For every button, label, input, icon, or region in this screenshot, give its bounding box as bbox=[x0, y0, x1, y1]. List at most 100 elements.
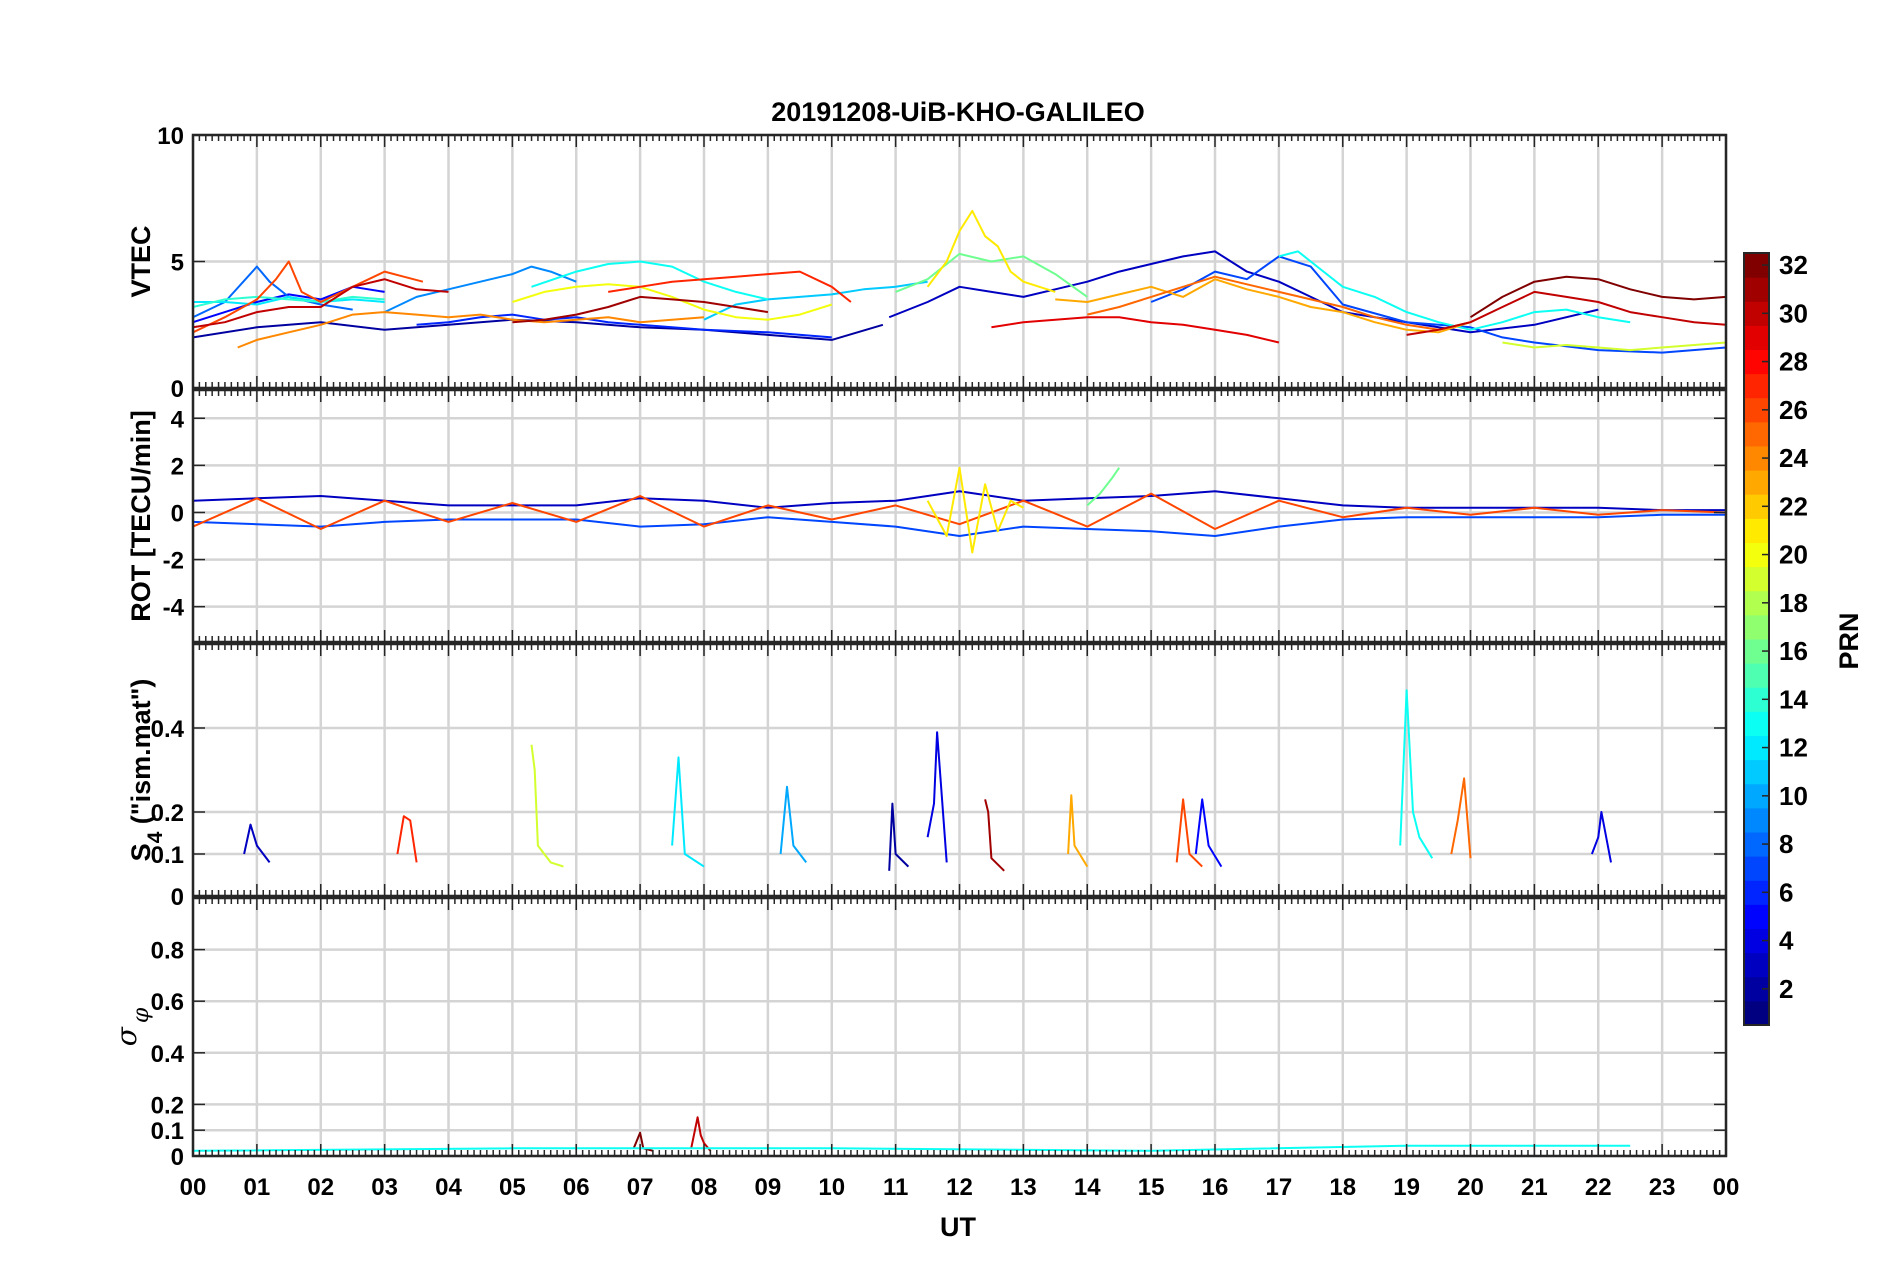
series-prn-9 bbox=[384, 265, 577, 314]
y-axis-label-phi: φ bbox=[129, 1007, 154, 1023]
colorbar-frame bbox=[1743, 252, 1770, 1026]
y-tick-label: 0.2 bbox=[151, 1092, 184, 1119]
x-tick-label: 08 bbox=[691, 1174, 718, 1201]
series-group bbox=[193, 466, 1726, 554]
x-tick-label: 06 bbox=[563, 1174, 590, 1201]
colorbar-swatch bbox=[1744, 614, 1769, 640]
series-prn-11 bbox=[703, 280, 928, 321]
series-prn-27 bbox=[608, 270, 852, 303]
x-tick-label: 19 bbox=[1393, 1174, 1420, 1201]
series-prn-30 bbox=[1406, 290, 1726, 336]
y-tick-label: 0.1 bbox=[151, 1118, 184, 1145]
grid-lines bbox=[191, 390, 1728, 642]
x-tick-label: 18 bbox=[1329, 1174, 1356, 1201]
series-prn-2 bbox=[888, 802, 910, 871]
y-axis-label-sigma: σ bbox=[110, 1026, 143, 1046]
colorbar-tick-label: 24 bbox=[1779, 443, 1808, 473]
y-tick-label: 0.6 bbox=[151, 989, 184, 1016]
series-prn-19 bbox=[1502, 341, 1726, 352]
y-axis-label: ROT [TECU/min] bbox=[126, 410, 156, 621]
series-prn-29 bbox=[991, 316, 1280, 344]
x-tick-labels: 00 01 02 03 04 05 06 07 08 09 10 11 12 13 14 15 16 17 18 19… bbox=[180, 1174, 1740, 1201]
y-tick-label: 0 bbox=[171, 1144, 184, 1171]
x-tick-label: 23 bbox=[1649, 1174, 1676, 1201]
colorbar-swatch bbox=[1744, 277, 1769, 302]
colorbar-tick-label: 32 bbox=[1779, 250, 1808, 280]
series-prn-13 bbox=[531, 260, 769, 301]
minor-ticks bbox=[192, 134, 1727, 389]
y-axis-label-rest: ("ism.mat") bbox=[126, 679, 156, 832]
x-tick-label: 13 bbox=[1010, 1174, 1037, 1201]
colorbar-swatch bbox=[1744, 759, 1769, 785]
x-tick-label: 07 bbox=[627, 1174, 654, 1201]
colorbar-swatch bbox=[1744, 711, 1769, 736]
series-prn-27 bbox=[396, 815, 418, 863]
y-tick-label: 0 bbox=[171, 884, 184, 911]
colorbar-tick-label: 30 bbox=[1779, 298, 1808, 328]
colorbar-tick-label: 10 bbox=[1779, 781, 1808, 811]
colorbar-swatch bbox=[1744, 325, 1769, 350]
y-axis-label-sub: 4 bbox=[144, 831, 167, 843]
colorbar-tick-label: 20 bbox=[1779, 540, 1808, 570]
x-tick-label: 09 bbox=[755, 1174, 782, 1201]
series-prn-30 bbox=[690, 1116, 712, 1152]
minor-ticks bbox=[192, 898, 1727, 1157]
colorbar-swatch bbox=[1744, 421, 1769, 447]
x-tick-label: 11 bbox=[883, 1174, 908, 1201]
series-prn-12 bbox=[193, 295, 385, 306]
series-prn-30 bbox=[193, 278, 449, 329]
y-tick-label: 0 bbox=[171, 376, 184, 403]
series-prn-13 bbox=[1399, 689, 1434, 859]
series-prn-3 bbox=[193, 490, 1726, 512]
colorbar-tick-label: 12 bbox=[1779, 733, 1808, 763]
series-prn-4 bbox=[1590, 811, 1612, 863]
y-tick-label: 5 bbox=[171, 250, 184, 277]
y-tick-label: 0.4 bbox=[151, 1041, 185, 1068]
colorbar-swatch bbox=[1744, 856, 1769, 881]
series-prn-19 bbox=[530, 744, 564, 868]
series-prn-12 bbox=[671, 756, 705, 868]
x-tick-label: 17 bbox=[1266, 1174, 1293, 1201]
colorbar-swatch bbox=[1744, 373, 1769, 399]
y-tick-label: 0 bbox=[171, 500, 184, 527]
x-tick-label: 12 bbox=[946, 1174, 973, 1201]
panel-rot: -4 -2 0 2 4 ROT [TECU/min] bbox=[126, 388, 1728, 644]
series-prn-20 bbox=[512, 283, 833, 321]
series-prn-25 bbox=[1087, 275, 1471, 331]
series-prn-23 bbox=[1055, 278, 1471, 334]
x-tick-label: 10 bbox=[818, 1174, 845, 1201]
series-prn-32 bbox=[632, 1131, 654, 1152]
series-prn-31 bbox=[984, 799, 1005, 872]
series-prn-16 bbox=[1086, 467, 1121, 507]
minor-ticks bbox=[192, 390, 1727, 642]
series-prn-26 bbox=[193, 492, 1726, 530]
x-tick-label: 20 bbox=[1457, 1174, 1484, 1201]
series-prn-7 bbox=[1150, 255, 1726, 354]
series-prn-6 bbox=[416, 313, 832, 339]
chart-title: 20191208-UiB-KHO-GALILEO bbox=[771, 97, 1145, 127]
y-axis-label: S4 ("ism.mat") bbox=[126, 679, 167, 862]
colorbar-label: PRN bbox=[1834, 612, 1864, 669]
series-prn-13 bbox=[1278, 250, 1631, 331]
series-prn-16 bbox=[895, 252, 1088, 298]
panel-vtec: 0 5 10 VTEC bbox=[126, 123, 1728, 403]
colorbar-swatch bbox=[1744, 518, 1769, 543]
colorbar-swatch bbox=[1744, 1000, 1769, 1026]
series-prn-4 bbox=[926, 731, 948, 863]
x-tick-label: 15 bbox=[1138, 1174, 1165, 1201]
x-tick-label: 21 bbox=[1521, 1174, 1548, 1201]
minor-ticks bbox=[192, 644, 1727, 897]
colorbar-tick-label: 22 bbox=[1779, 491, 1808, 521]
x-tick-label: 01 bbox=[244, 1174, 271, 1201]
colorbar-tick-label: 28 bbox=[1779, 347, 1808, 377]
series-prn-31 bbox=[512, 295, 769, 324]
y-tick-label: 0.1 bbox=[151, 842, 184, 869]
series-prn-10 bbox=[779, 785, 807, 864]
colorbar-swatch bbox=[1744, 904, 1769, 929]
colorbar-tick-label: 4 bbox=[1779, 926, 1794, 956]
x-tick-label: 02 bbox=[307, 1174, 334, 1201]
series-prn-7 bbox=[193, 513, 1726, 537]
y-tick-label: 0.8 bbox=[151, 938, 184, 965]
panel-s4: 00.10.20.4S4 ("ism.mat") bbox=[126, 642, 1728, 911]
colorbar-tick-label: 2 bbox=[1779, 974, 1793, 1004]
